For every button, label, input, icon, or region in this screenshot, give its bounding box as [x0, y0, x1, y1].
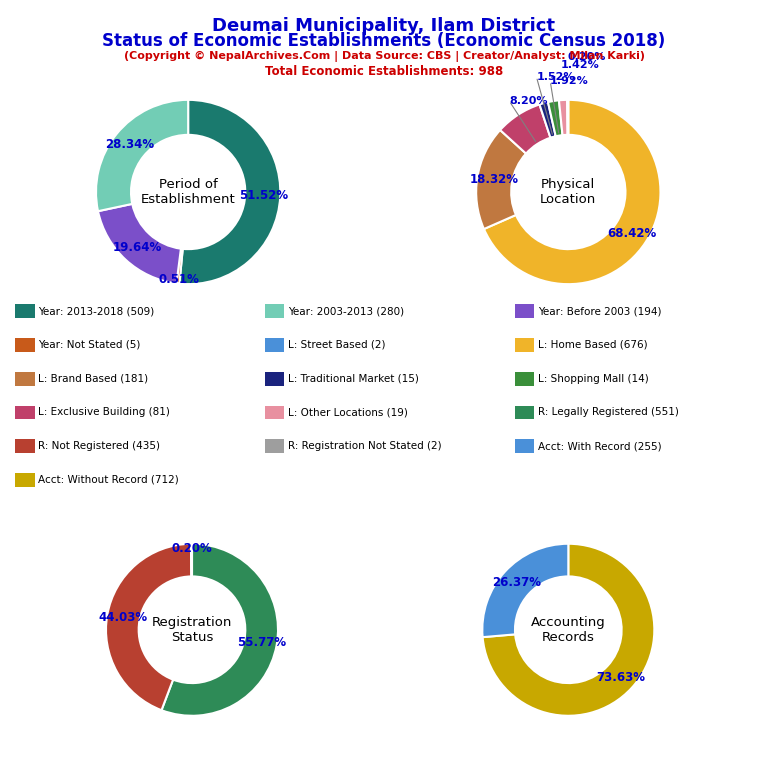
Text: 68.42%: 68.42%	[607, 227, 656, 240]
Text: 19.64%: 19.64%	[112, 241, 161, 254]
Wedge shape	[180, 100, 280, 284]
Text: L: Exclusive Building (81): L: Exclusive Building (81)	[38, 407, 170, 418]
Text: Acct: Without Record (712): Acct: Without Record (712)	[38, 475, 179, 485]
Text: L: Shopping Mall (14): L: Shopping Mall (14)	[538, 373, 648, 384]
Text: 1.52%: 1.52%	[536, 71, 574, 81]
Wedge shape	[484, 100, 660, 284]
Text: Acct: With Record (255): Acct: With Record (255)	[538, 441, 661, 452]
Text: 0.20%: 0.20%	[568, 52, 606, 62]
Text: 44.03%: 44.03%	[98, 611, 147, 624]
Text: 26.37%: 26.37%	[492, 575, 541, 588]
Wedge shape	[559, 100, 568, 135]
Wedge shape	[191, 544, 192, 577]
Wedge shape	[482, 544, 568, 637]
Wedge shape	[476, 130, 526, 229]
Text: Status of Economic Establishments (Economic Census 2018): Status of Economic Establishments (Econo…	[102, 32, 666, 50]
Wedge shape	[161, 544, 278, 716]
Text: Year: 2003-2013 (280): Year: 2003-2013 (280)	[288, 306, 404, 316]
Text: (Copyright © NepalArchives.Com | Data Source: CBS | Creator/Analyst: Milan Karki: (Copyright © NepalArchives.Com | Data So…	[124, 51, 644, 61]
Text: 55.77%: 55.77%	[237, 636, 286, 649]
Text: Deumai Municipality, Ilam District: Deumai Municipality, Ilam District	[213, 17, 555, 35]
Text: L: Brand Based (181): L: Brand Based (181)	[38, 373, 148, 384]
Wedge shape	[567, 100, 568, 135]
Text: Accounting
Records: Accounting Records	[531, 616, 606, 644]
Text: R: Legally Registered (551): R: Legally Registered (551)	[538, 407, 678, 418]
Wedge shape	[96, 100, 188, 211]
Text: Registration
Status: Registration Status	[152, 616, 232, 644]
Text: Year: Not Stated (5): Year: Not Stated (5)	[38, 339, 141, 350]
Text: L: Traditional Market (15): L: Traditional Market (15)	[288, 373, 419, 384]
Text: 8.20%: 8.20%	[509, 96, 548, 106]
Wedge shape	[500, 104, 551, 154]
Text: R: Registration Not Stated (2): R: Registration Not Stated (2)	[288, 441, 442, 452]
Text: 0.51%: 0.51%	[158, 273, 199, 286]
Text: 0.20%: 0.20%	[171, 541, 212, 554]
Text: Period of
Establishment: Period of Establishment	[141, 178, 236, 206]
Text: 51.52%: 51.52%	[239, 189, 288, 202]
Text: Year: 2013-2018 (509): Year: 2013-2018 (509)	[38, 306, 154, 316]
Text: 1.92%: 1.92%	[550, 76, 589, 86]
Text: Physical
Location: Physical Location	[540, 178, 597, 206]
Text: Year: Before 2003 (194): Year: Before 2003 (194)	[538, 306, 661, 316]
Wedge shape	[539, 102, 556, 137]
Text: 28.34%: 28.34%	[105, 138, 154, 151]
Text: L: Other Locations (19): L: Other Locations (19)	[288, 407, 408, 418]
Text: 1.42%: 1.42%	[561, 60, 600, 70]
Wedge shape	[106, 544, 191, 710]
Text: L: Street Based (2): L: Street Based (2)	[288, 339, 386, 350]
Text: 73.63%: 73.63%	[596, 671, 645, 684]
Text: R: Not Registered (435): R: Not Registered (435)	[38, 441, 161, 452]
Wedge shape	[177, 249, 183, 283]
Text: Total Economic Establishments: 988: Total Economic Establishments: 988	[265, 65, 503, 78]
Wedge shape	[482, 544, 654, 716]
Wedge shape	[548, 101, 562, 136]
Text: L: Home Based (676): L: Home Based (676)	[538, 339, 647, 350]
Wedge shape	[98, 204, 181, 283]
Text: 18.32%: 18.32%	[469, 174, 518, 187]
